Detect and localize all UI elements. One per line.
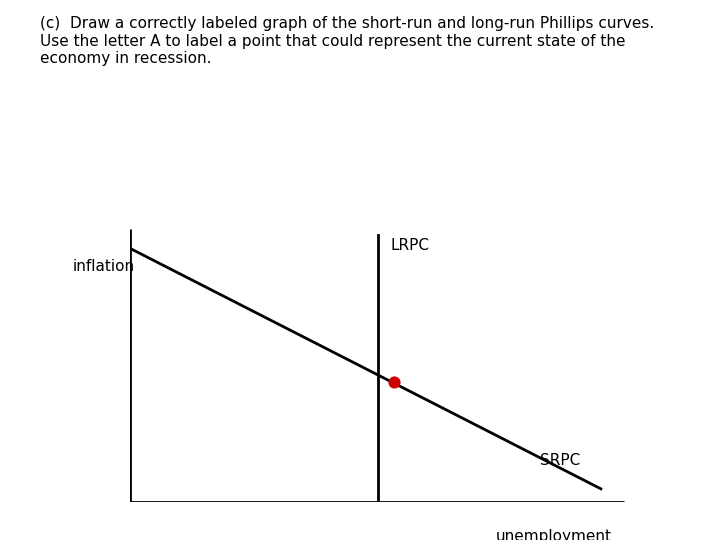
Point xyxy=(388,377,400,386)
Text: LRPC: LRPC xyxy=(390,238,429,253)
Text: inflation: inflation xyxy=(73,259,135,274)
Text: SRPC: SRPC xyxy=(539,453,580,468)
Text: unemployment: unemployment xyxy=(496,529,612,540)
Text: (c)  Draw a correctly labeled graph of the short-run and long-run Phillips curve: (c) Draw a correctly labeled graph of th… xyxy=(40,16,654,66)
